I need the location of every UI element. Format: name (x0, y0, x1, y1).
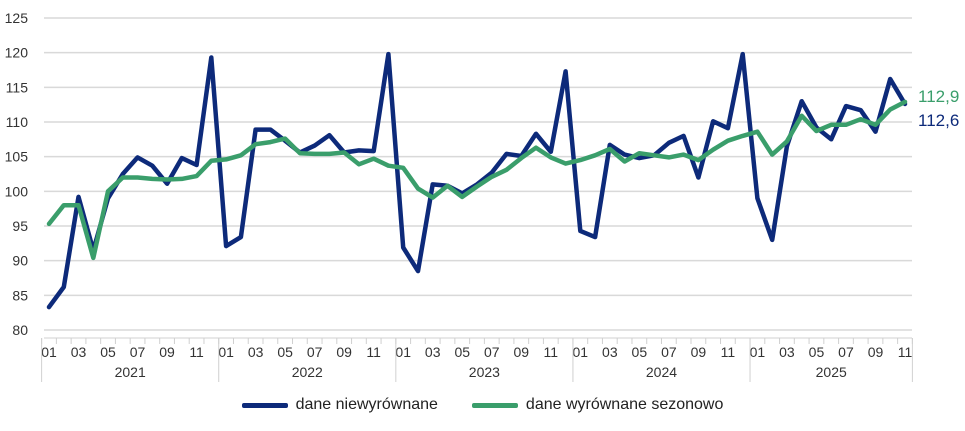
x-tick-label: 01 (750, 344, 766, 360)
x-tick-label: 07 (130, 344, 146, 360)
x-tick-label: 03 (248, 344, 264, 360)
y-tick-label: 100 (5, 183, 29, 199)
end-label-unadjusted: 112,6 (918, 111, 959, 130)
legend-swatch-unadjusted (241, 402, 288, 408)
y-tick-label: 80 (12, 322, 28, 338)
x-tick-label: 09 (336, 344, 352, 360)
x-tick-label: 11 (721, 344, 736, 360)
x-tick-label: 03 (779, 344, 795, 360)
x-tick-label: 03 (71, 344, 87, 360)
x-tick-label: 11 (366, 344, 381, 360)
y-tick-label: 125 (5, 10, 29, 26)
x-tick-label: 09 (868, 344, 884, 360)
x-tick-label: 05 (809, 344, 825, 360)
x-tick-label: 05 (454, 344, 470, 360)
series-line-seasonally-adjusted (46, 99, 908, 261)
x-tick-label: 09 (691, 344, 707, 360)
x-tick-label: 07 (661, 344, 677, 360)
y-tick-label: 115 (6, 79, 29, 95)
x-tick-label: 11 (898, 344, 913, 360)
y-tick-label: 105 (5, 149, 29, 165)
x-tick-label: 05 (632, 344, 648, 360)
year-label: 2025 (816, 364, 847, 380)
x-tick-label: 07 (838, 344, 854, 360)
y-tick-label: 95 (12, 218, 28, 234)
legend-item-unadjusted: dane niewyrównane (241, 396, 438, 414)
legend-label-unadjusted: dane niewyrównane (295, 396, 438, 413)
x-tick-label: 05 (100, 344, 116, 360)
x-tick-label: 03 (602, 344, 618, 360)
x-tick-label: 05 (277, 344, 293, 360)
end-label-seasonally-adjusted: 112,9 (918, 87, 959, 106)
legend-item-seasonally-adjusted: dane wyrównane sezonowo (471, 396, 724, 414)
x-tick-label: 07 (484, 344, 500, 360)
year-label: 2021 (115, 364, 146, 380)
x-tick-label: 03 (425, 344, 441, 360)
year-label: 2022 (292, 364, 323, 380)
y-tick-label: 90 (12, 253, 28, 269)
legend-swatch-seasonally-adjusted (471, 402, 518, 408)
x-tick-label: 11 (189, 344, 204, 360)
legend: dane niewyrównane dane wyrównane sezonow… (0, 396, 965, 414)
y-tick-label: 120 (5, 45, 29, 61)
year-label: 2023 (469, 364, 500, 380)
x-tick-label: 01 (41, 344, 57, 360)
x-tick-label: 07 (307, 344, 323, 360)
x-tick-label: 09 (159, 344, 175, 360)
y-tick-label: 85 (12, 287, 28, 303)
x-tick-label: 01 (395, 344, 411, 360)
x-tick-label: 11 (544, 344, 559, 360)
legend-label-seasonally-adjusted: dane wyrównane sezonowo (525, 396, 724, 413)
x-tick-label: 01 (218, 344, 234, 360)
x-tick-label: 09 (513, 344, 529, 360)
y-tick-label: 110 (6, 114, 29, 130)
year-label: 2024 (646, 364, 677, 380)
x-tick-label: 01 (573, 344, 589, 360)
